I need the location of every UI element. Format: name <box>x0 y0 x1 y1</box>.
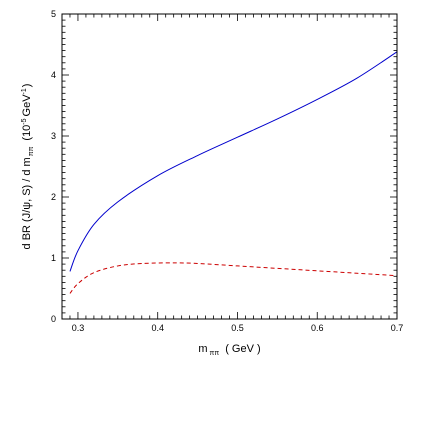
dashed-series-line <box>69 262 398 294</box>
y-axis-label-sub: ππ <box>28 146 35 156</box>
y-axis-label-unit-exp2: -1 <box>21 88 28 94</box>
y-tick-label: 3 <box>51 131 56 141</box>
x-tick-label: 0.3 <box>72 323 85 333</box>
y-tick-label: 1 <box>51 253 56 263</box>
y-axis-label: d BR (J/ψ, S) / d mππ (10-5GeV-1) <box>21 84 35 250</box>
y-tick-label: 0 <box>51 314 56 324</box>
y-tick-label: 2 <box>51 192 56 202</box>
solid-series-line <box>69 51 398 272</box>
x-tick-label: 0.5 <box>231 323 244 333</box>
x-axis-label-main: m <box>198 343 207 355</box>
x-axis-label: m ππ ( GeV ) <box>198 343 260 357</box>
y-tick-label: 4 <box>51 70 56 80</box>
x-tick-label: 0.4 <box>151 323 164 333</box>
y-axis-label-unit-exp: -5 <box>21 118 28 124</box>
plot-frame <box>61 13 398 320</box>
ticks-layer <box>61 13 398 320</box>
y-axis-label-main: d BR (J/ψ, S) / d m <box>21 157 33 249</box>
labels-layer: 0.3 0.4 0.5 0.6 0.7 0 1 2 3 4 5 <box>51 9 403 333</box>
y-tick-label: 5 <box>51 9 56 19</box>
x-axis-label-sub: ππ <box>210 350 220 357</box>
x-tick-label: 0.7 <box>391 323 404 333</box>
series-layer <box>69 51 398 294</box>
x-tick-label: 0.6 <box>311 323 324 333</box>
y-axis-label-unit-suffix: ) <box>21 84 33 88</box>
y-axis-label-unit-main: GeV <box>21 94 33 117</box>
y-axis-label-unit-prefix: (10 <box>21 125 33 141</box>
x-axis-label-unit: ( GeV ) <box>225 343 260 355</box>
